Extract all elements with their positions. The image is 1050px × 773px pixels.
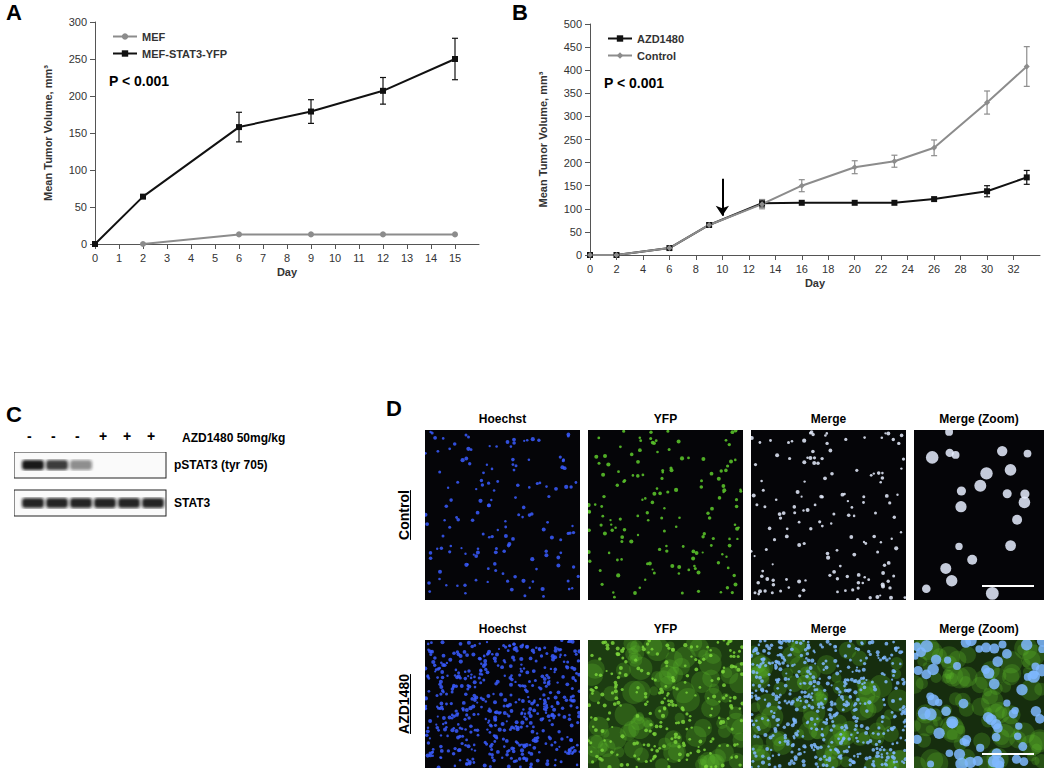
svg-text:4: 4 [188, 252, 194, 264]
svg-text:30: 30 [981, 263, 993, 275]
html-text:AZD1480: AZD1480 [396, 674, 412, 734]
svg-text:22: 22 [875, 263, 887, 275]
svg-text:10: 10 [716, 263, 728, 275]
svg-text:500: 500 [564, 18, 582, 30]
svg-text:15: 15 [449, 252, 461, 264]
svg-text:5: 5 [212, 252, 218, 264]
svg-text:AZD1480: AZD1480 [637, 33, 684, 45]
svg-text:9: 9 [308, 252, 314, 264]
html-text:Merge: Merge [810, 622, 847, 636]
html-text:Merge (Zoom): Merge (Zoom) [939, 412, 1019, 426]
svg-text:0: 0 [81, 238, 87, 250]
html-text:D: D [386, 396, 402, 421]
html-text:AZD1480 50mg/kg: AZD1480 50mg/kg [182, 431, 286, 445]
svg-text:8: 8 [284, 252, 290, 264]
html-text:Merge: Merge [810, 412, 847, 426]
svg-text:200: 200 [564, 157, 582, 169]
svg-text:MEF: MEF [142, 31, 166, 43]
svg-text:18: 18 [822, 263, 834, 275]
svg-text:P < 0.001: P < 0.001 [604, 75, 664, 91]
svg-text:8: 8 [693, 263, 699, 275]
svg-text:Control: Control [637, 50, 676, 62]
svg-text:Mean Tumor Volume, mm³: Mean Tumor Volume, mm³ [42, 65, 54, 201]
svg-text:6: 6 [666, 263, 672, 275]
html-text:Hoechst: Hoechst [478, 412, 527, 426]
svg-text:250: 250 [564, 134, 582, 146]
svg-text:2: 2 [140, 252, 146, 264]
svg-text:2: 2 [613, 263, 619, 275]
svg-text:13: 13 [401, 252, 413, 264]
svg-text:450: 450 [564, 41, 582, 53]
svg-text:12: 12 [743, 263, 755, 275]
html-text:Hoechst: Hoechst [478, 622, 527, 636]
svg-text:24: 24 [902, 263, 914, 275]
svg-text:28: 28 [954, 263, 966, 275]
svg-text:100: 100 [564, 203, 582, 215]
svg-text:6: 6 [236, 252, 242, 264]
html-text:pSTAT3 (tyr 705): pSTAT3 (tyr 705) [174, 458, 268, 472]
html-text:YFP: YFP [653, 622, 678, 636]
svg-text:26: 26 [928, 263, 940, 275]
svg-text:Day: Day [277, 266, 298, 278]
svg-text:12: 12 [377, 252, 389, 264]
svg-text:150: 150 [564, 180, 582, 192]
svg-text:3: 3 [164, 252, 170, 264]
svg-text:11: 11 [353, 252, 364, 264]
svg-text:10: 10 [329, 252, 341, 264]
html-text:YFP: YFP [653, 412, 678, 426]
svg-text:Mean Tumor Volume, mm³: Mean Tumor Volume, mm³ [537, 71, 549, 207]
svg-text:350: 350 [564, 87, 582, 99]
svg-text:0: 0 [587, 263, 593, 275]
svg-text:200: 200 [69, 90, 87, 102]
svg-text:50: 50 [75, 201, 87, 213]
svg-text:300: 300 [564, 110, 582, 122]
svg-text:0: 0 [92, 252, 98, 264]
svg-text:16: 16 [796, 263, 808, 275]
svg-text:0: 0 [576, 249, 582, 261]
svg-text:P < 0.001: P < 0.001 [109, 73, 169, 89]
html-text:Merge (Zoom): Merge (Zoom) [939, 622, 1019, 636]
svg-text:14: 14 [425, 252, 437, 264]
html-text:A: A [6, 0, 22, 25]
html-text:Control: Control [396, 490, 412, 540]
svg-text:300: 300 [69, 16, 87, 28]
html-text:C: C [6, 402, 22, 427]
svg-text:400: 400 [564, 64, 582, 76]
svg-text:7: 7 [260, 252, 266, 264]
svg-text:MEF-STAT3-YFP: MEF-STAT3-YFP [142, 48, 227, 60]
svg-text:4: 4 [640, 263, 646, 275]
svg-text:150: 150 [69, 127, 87, 139]
svg-text:14: 14 [769, 263, 781, 275]
svg-text:Day: Day [805, 277, 826, 289]
html-text:B: B [512, 0, 528, 25]
svg-text:100: 100 [69, 164, 87, 176]
svg-text:20: 20 [849, 263, 861, 275]
svg-text:50: 50 [570, 226, 582, 238]
svg-text:1: 1 [116, 252, 122, 264]
svg-text:32: 32 [1007, 263, 1019, 275]
html-text:STAT3: STAT3 [174, 496, 211, 510]
svg-text:250: 250 [69, 53, 87, 65]
